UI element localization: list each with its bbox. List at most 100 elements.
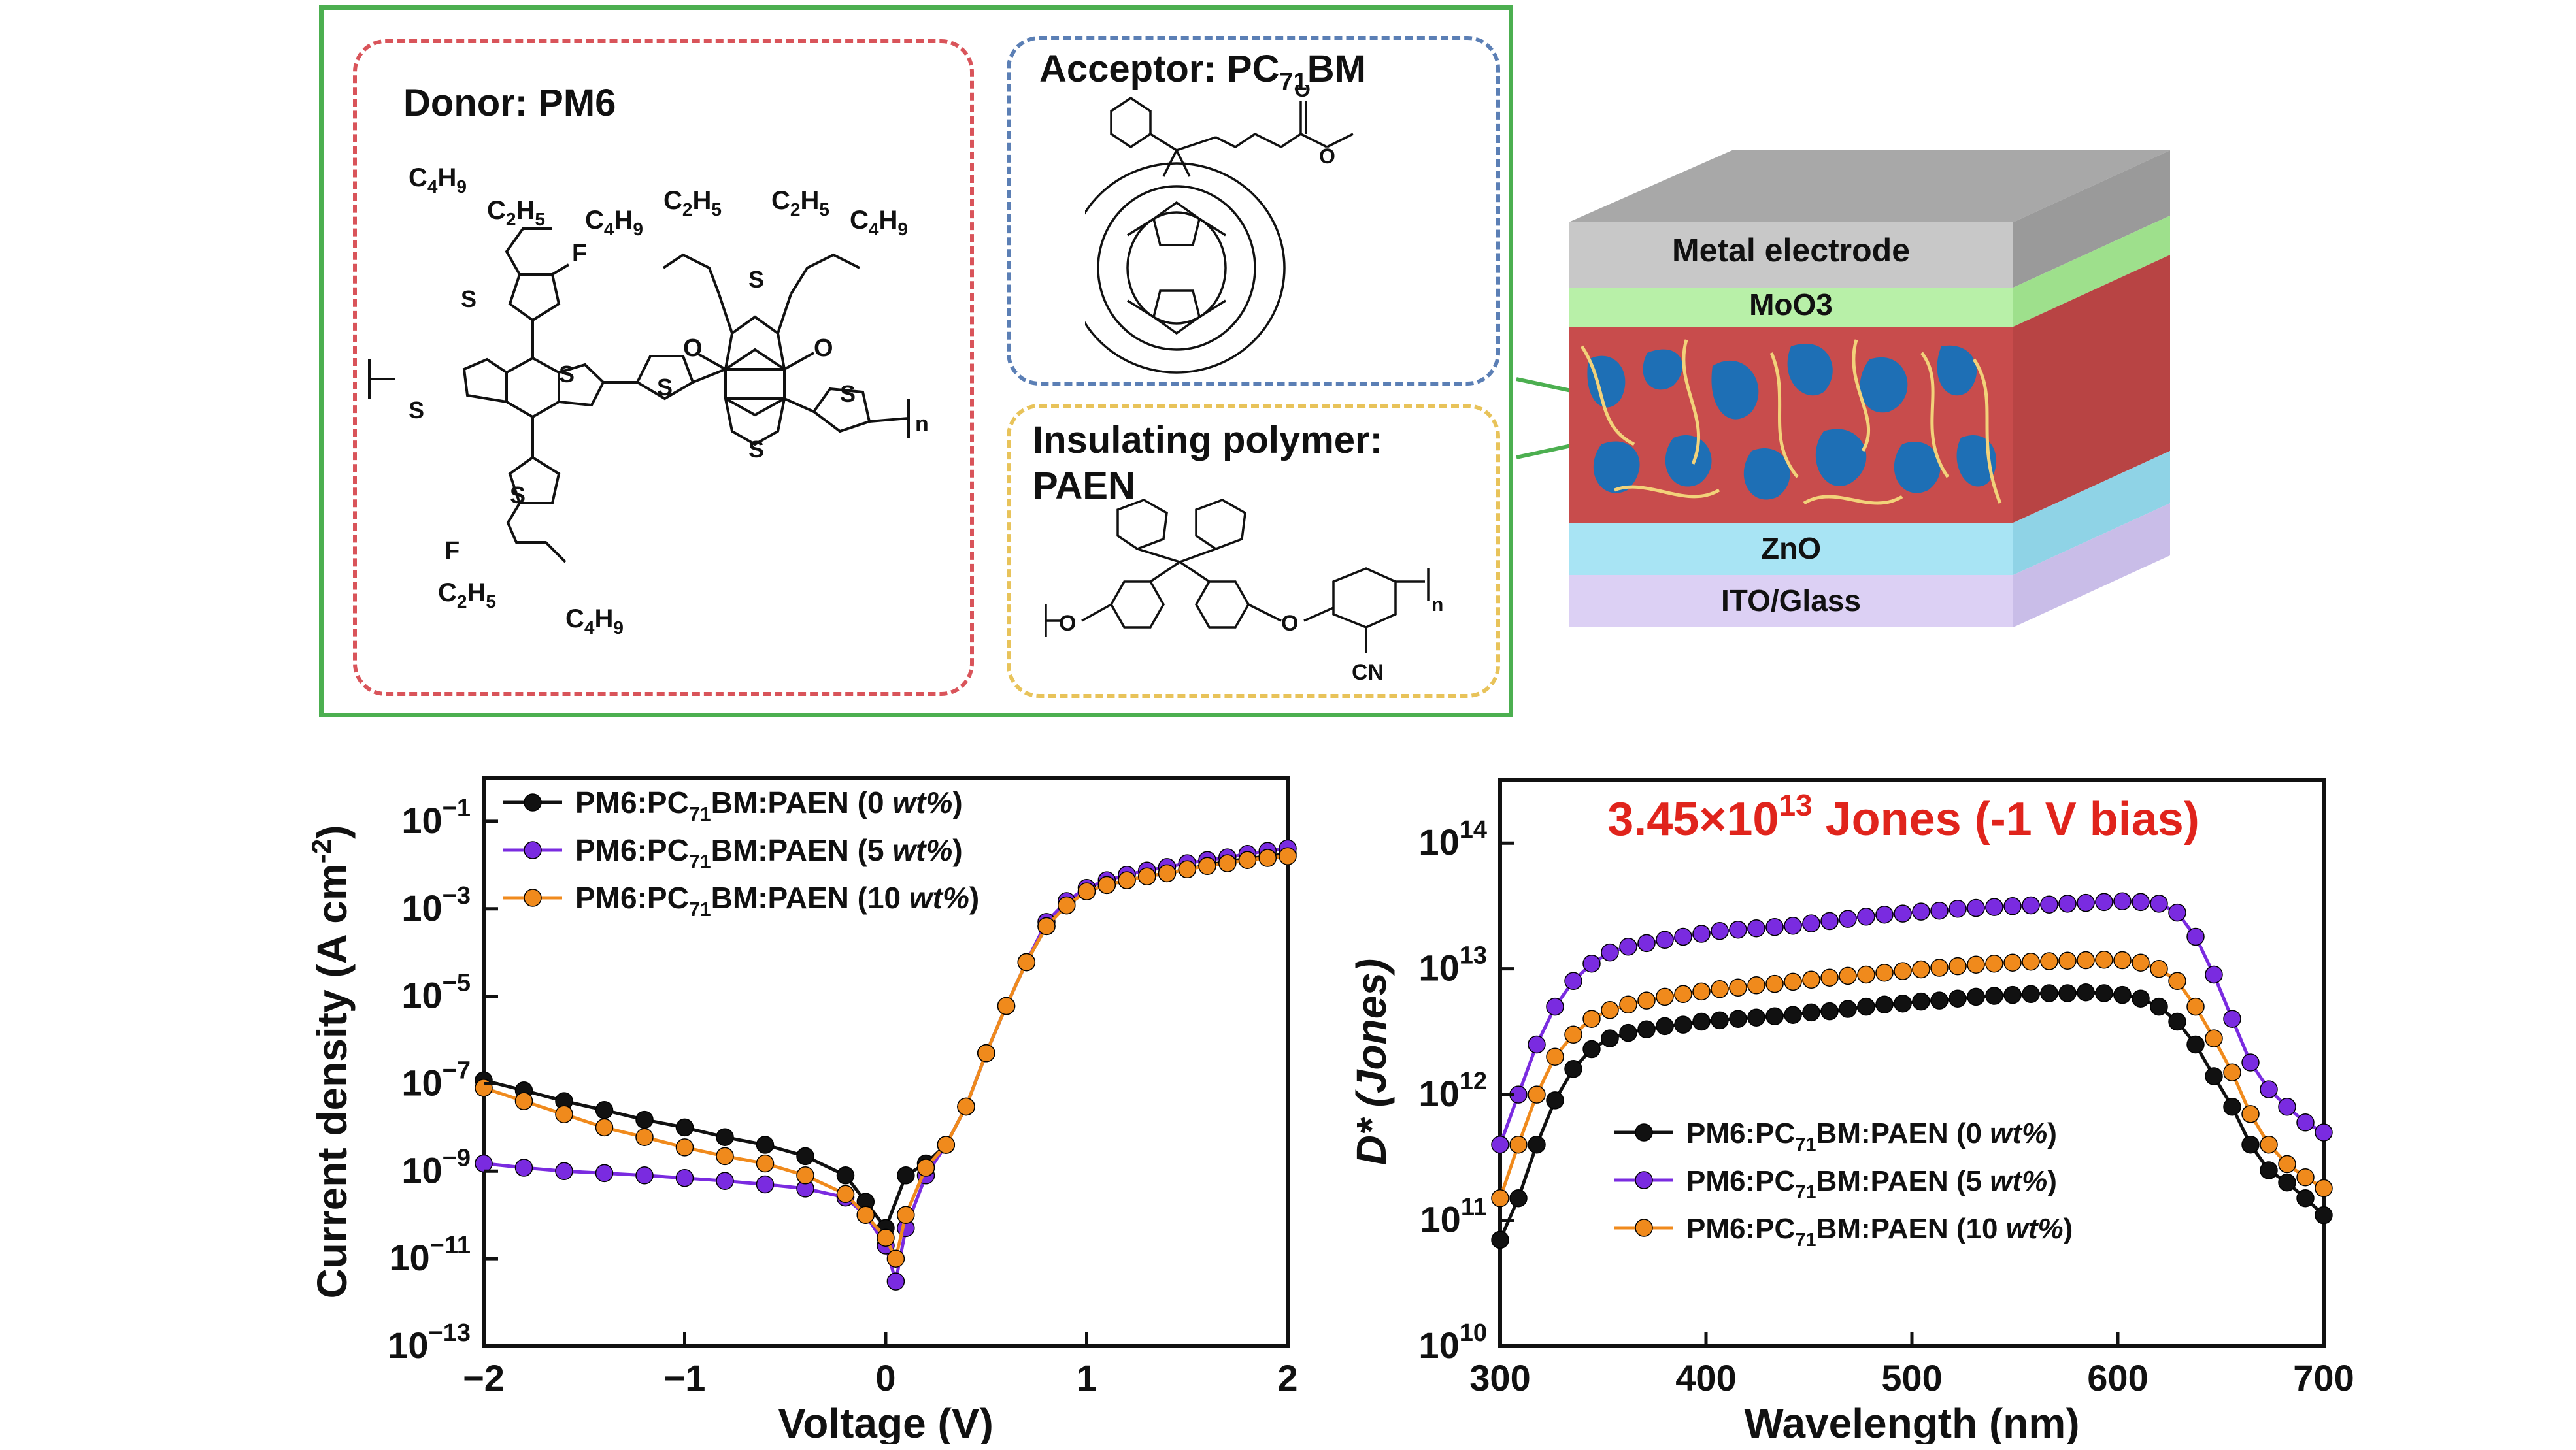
dstar-point-s0-31 bbox=[2058, 984, 2077, 1002]
paen-o-right: O bbox=[1281, 611, 1298, 636]
jv-point-s2-12 bbox=[886, 1249, 905, 1268]
layer-label-zno: ZnO bbox=[1761, 531, 1821, 565]
dstar-point-s1-27 bbox=[1985, 898, 2003, 916]
domain-8 bbox=[1665, 435, 1712, 487]
jv-x-tick-label-3: 1 bbox=[1077, 1357, 1097, 1398]
dstar-point-s1-26 bbox=[1967, 898, 1985, 917]
dstar-point-s0-45 bbox=[2315, 1206, 2333, 1225]
dstar-legend-label-1: PM6:PC71BM:PAEN (5 wt%) bbox=[1686, 1165, 2057, 1203]
dstar-y-tick-group: 1014 1013 1012 1011 1010 bbox=[1418, 816, 1514, 1366]
dstar-point-s2-44 bbox=[2296, 1168, 2315, 1187]
dstar-point-s0-22 bbox=[1894, 994, 1912, 1013]
dstar-point-s0-35 bbox=[2132, 989, 2150, 1008]
dstar-y-tick-label-4: 1010 bbox=[1418, 1319, 1487, 1366]
dstar-point-s0-36 bbox=[2150, 997, 2168, 1016]
jv-point-s0-4 bbox=[635, 1110, 654, 1129]
dstar-point-s2-20 bbox=[1857, 965, 1875, 984]
dstar-point-s0-43 bbox=[2278, 1173, 2296, 1192]
molecule-frame bbox=[319, 5, 1513, 717]
dstar-series-line-2 bbox=[1498, 958, 2325, 1199]
dstar-legend-label-0: PM6:PC71BM:PAEN (0 wt%) bbox=[1686, 1117, 2057, 1155]
dstar-point-s1-10 bbox=[1674, 927, 1692, 946]
insulator-box bbox=[1007, 404, 1500, 698]
jv-point-s2-11 bbox=[877, 1228, 895, 1247]
dstar-point-s2-14 bbox=[1747, 976, 1765, 995]
jv-point-s2-19 bbox=[1017, 953, 1036, 972]
dstar-point-s2-41 bbox=[2241, 1105, 2260, 1123]
dstar-point-s1-18 bbox=[1820, 912, 1839, 931]
dstar-point-s1-45 bbox=[2315, 1123, 2333, 1142]
dstar-point-s0-28 bbox=[2003, 985, 2022, 1004]
dstar-point-s2-10 bbox=[1674, 985, 1692, 1004]
dstar-point-s0-11 bbox=[1692, 1012, 1711, 1031]
pm6-structure: C4H9 C2H5 C4H9 C2H5 C2H5 C4H9 C2H5 C4H9 … bbox=[368, 163, 929, 638]
jv-legend-marker-2 bbox=[524, 889, 542, 907]
fibril-1 bbox=[1580, 345, 1635, 446]
fibril-7 bbox=[1614, 485, 1720, 499]
dstar-point-s2-29 bbox=[2022, 952, 2040, 971]
metal-layer bbox=[1569, 222, 2013, 288]
dstar-point-s0-24 bbox=[1930, 991, 1949, 1010]
dstar-point-s2-23 bbox=[1912, 960, 1930, 979]
dstar-point-s1-41 bbox=[2241, 1053, 2260, 1072]
dstar-series-line-1 bbox=[1498, 899, 2325, 1145]
dstar-point-s2-19 bbox=[1839, 966, 1857, 985]
dstar-point-s1-23 bbox=[1912, 902, 1930, 921]
jv-legend-label-1: PM6:PC71BM:PAEN (5 wt%) bbox=[575, 833, 963, 873]
jv-point-s2-26 bbox=[1158, 864, 1177, 883]
jv-x-axis-label: Voltage (V) bbox=[778, 1400, 994, 1444]
dstar-legend-label-2: PM6:PC71BM:PAEN (10 wt%) bbox=[1686, 1213, 2073, 1251]
jv-x-tick-label-4: 2 bbox=[1277, 1357, 1297, 1398]
jv-point-s2-7 bbox=[756, 1154, 775, 1173]
dstar-point-s0-26 bbox=[1967, 987, 1985, 1006]
jv-point-s2-15 bbox=[937, 1136, 956, 1154]
dstar-point-s0-13 bbox=[1729, 1010, 1747, 1028]
donor-label: Donor: PM6 bbox=[403, 82, 616, 124]
jv-point-s2-9 bbox=[836, 1185, 855, 1204]
dstar-point-s0-29 bbox=[2022, 985, 2040, 1004]
domain-11 bbox=[1894, 442, 1941, 493]
insulating-label-1: Insulating polymer: bbox=[1033, 419, 1382, 461]
pm6-s-4: S bbox=[657, 374, 673, 401]
dstar-point-s1-15 bbox=[1765, 917, 1784, 936]
ito-layer bbox=[1569, 575, 2013, 627]
dstar-point-s2-32 bbox=[2077, 951, 2095, 970]
dstar-point-s1-35 bbox=[2132, 893, 2150, 912]
fibril-8 bbox=[1803, 495, 1903, 505]
dstar-point-s2-31 bbox=[2058, 951, 2077, 970]
dstar-point-s2-3 bbox=[1546, 1047, 1564, 1066]
jv-y-tick-label-0: 10−1 bbox=[401, 795, 471, 841]
pm6-s-7: S bbox=[840, 380, 856, 407]
jv-point-s2-10 bbox=[856, 1206, 875, 1224]
dstar-point-s0-34 bbox=[2113, 985, 2132, 1004]
pm6-s-2: S bbox=[409, 397, 424, 423]
dstar-y-tick-label-2: 1012 bbox=[1418, 1068, 1487, 1114]
dstar-point-s0-25 bbox=[1949, 989, 1967, 1008]
jv-point-s2-18 bbox=[997, 997, 1016, 1015]
dstar-point-s2-42 bbox=[2260, 1135, 2278, 1154]
pm6-c2h5-b: C2H5 bbox=[663, 186, 722, 220]
dstar-point-s1-32 bbox=[2077, 893, 2095, 912]
domain-9 bbox=[1743, 448, 1790, 500]
dstar-point-s0-8 bbox=[1637, 1020, 1656, 1039]
dstar-point-s1-37 bbox=[2168, 903, 2186, 922]
pc71bm-o-carbonyl: O bbox=[1294, 85, 1311, 101]
jv-point-s2-13 bbox=[897, 1206, 915, 1224]
dstar-point-s1-9 bbox=[1656, 931, 1674, 949]
dstar-point-s0-0 bbox=[1491, 1230, 1509, 1249]
dstar-legend-marker-2 bbox=[1635, 1219, 1653, 1237]
jv-legend-label-2: PM6:PC71BM:PAEN (10 wt%) bbox=[575, 881, 979, 921]
dstar-point-s2-38 bbox=[2186, 997, 2205, 1016]
jv-point-s2-30 bbox=[1238, 851, 1257, 869]
dstar-point-s2-1 bbox=[1509, 1135, 1528, 1154]
pm6-c4h9-a: C4H9 bbox=[409, 163, 467, 197]
domain-10 bbox=[1815, 429, 1867, 486]
dstar-point-s0-38 bbox=[2186, 1035, 2205, 1054]
dstar-legend: PM6:PC71BM:PAEN (0 wt%) PM6:PC71BM:PAEN (… bbox=[1614, 1117, 2073, 1251]
dstar-point-s0-23 bbox=[1912, 992, 1930, 1011]
acceptor-label: Acceptor: PC71BM bbox=[1039, 47, 1366, 97]
dstar-point-s1-34 bbox=[2113, 892, 2132, 910]
pm6-c4h9-d: C4H9 bbox=[565, 604, 624, 638]
jv-point-s2-20 bbox=[1037, 917, 1056, 936]
dstar-point-s2-2 bbox=[1528, 1085, 1546, 1104]
